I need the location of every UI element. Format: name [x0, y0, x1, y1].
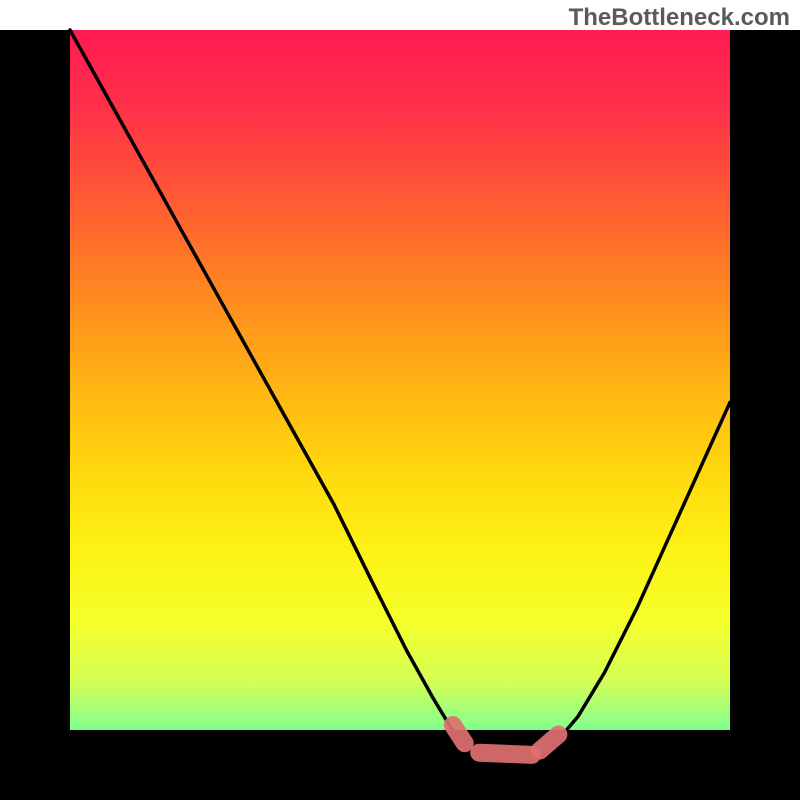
chart-svg [0, 0, 800, 800]
bottleneck-chart: TheBottleneck.com [0, 0, 800, 800]
optimal-range-highlight-2 [540, 735, 559, 751]
optimal-range-highlight-0 [453, 725, 465, 743]
optimal-range-highlight-1 [479, 753, 532, 755]
chart-background [70, 30, 730, 770]
attribution-label: TheBottleneck.com [569, 4, 790, 32]
